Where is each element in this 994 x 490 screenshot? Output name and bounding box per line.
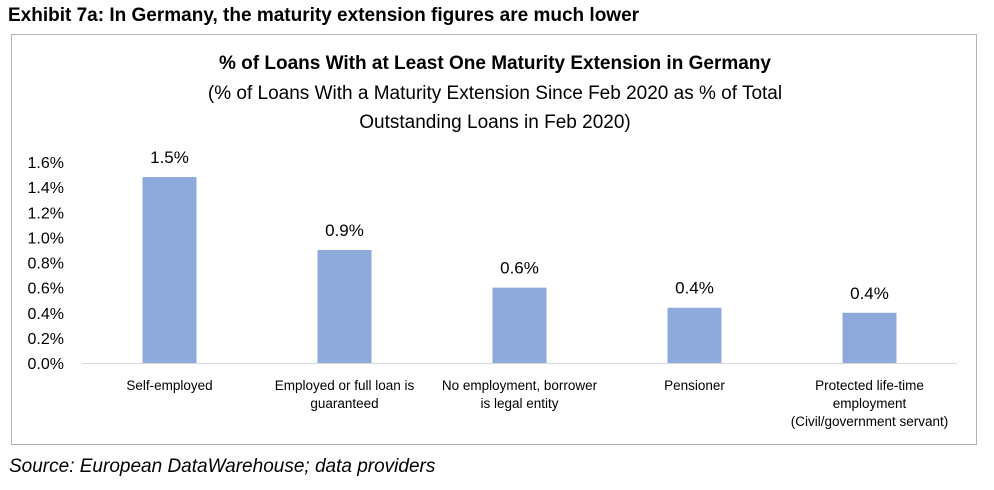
bar-chart-plot: 0.0% 0.2% 0.4% 0.6% 0.8% 1.0% 1.2% 1.4% 1.6% 1.5%… <box>28 148 957 429</box>
data-label: 0.6% <box>500 259 539 278</box>
chart-container: % of Loans With at Least One Maturity Ex… <box>11 34 977 445</box>
source-note: Source: European DataWarehouse; data pro… <box>9 456 436 477</box>
y-tick-label: 0.6% <box>28 281 64 298</box>
chart-title: % of Loans With at Least One Maturity Ex… <box>219 53 771 74</box>
x-tick-label: Pensioner <box>664 378 725 393</box>
chart-subtitle-line-2: Outstanding Loans in Feb 2020) <box>359 112 631 133</box>
data-label: 0.9% <box>325 221 364 240</box>
bar <box>492 287 547 363</box>
data-label: 1.5% <box>150 148 189 167</box>
y-tick-label: 1.2% <box>28 205 64 222</box>
data-label: 0.4% <box>850 284 889 303</box>
x-tick-label: Self-employed <box>126 378 212 393</box>
x-tick-label: employment <box>833 396 907 411</box>
y-tick-label: 1.4% <box>28 180 64 197</box>
y-tick-label: 0.8% <box>28 256 64 273</box>
y-tick-label: 1.0% <box>28 230 64 247</box>
bar <box>842 312 897 363</box>
x-tick-label: No employment, borrower <box>442 378 598 393</box>
x-tick-label: Employed or full loan is <box>275 378 415 393</box>
chart-subtitle-line-1: (% of Loans With a Maturity Extension Si… <box>207 83 783 104</box>
x-tick-label: guaranteed <box>310 396 378 411</box>
bar <box>667 307 722 363</box>
exhibit-title: Exhibit 7a: In Germany, the maturity ext… <box>8 5 640 26</box>
bar <box>142 177 197 363</box>
y-tick-label: 0.0% <box>28 356 64 373</box>
y-tick-label: 0.2% <box>28 331 64 348</box>
bar <box>317 249 372 363</box>
y-tick-label: 0.4% <box>28 306 64 323</box>
x-tick-label: is legal entity <box>480 396 558 411</box>
data-label: 0.4% <box>675 279 714 298</box>
y-tick-label: 1.6% <box>28 155 64 172</box>
x-tick-label: (Civil/government servant) <box>791 414 949 429</box>
x-tick-label: Protected life-time <box>815 378 924 393</box>
